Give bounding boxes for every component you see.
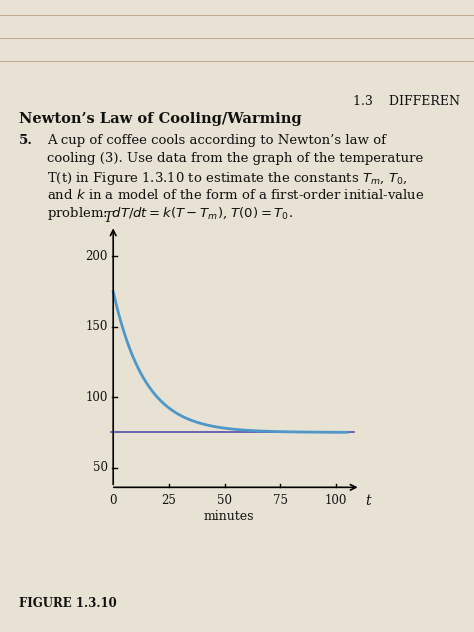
Text: 0: 0 [109, 494, 117, 507]
Text: minutes: minutes [204, 510, 255, 523]
Text: 200: 200 [85, 250, 108, 263]
Text: 5.: 5. [19, 134, 33, 147]
Text: 50: 50 [92, 461, 108, 474]
Text: and $k$ in a model of the form of a first-order initial-value: and $k$ in a model of the form of a firs… [47, 188, 425, 202]
Text: t: t [365, 494, 371, 508]
Text: 50: 50 [217, 494, 232, 507]
Text: 75: 75 [273, 494, 288, 507]
Text: 1.3    DIFFEREN: 1.3 DIFFEREN [353, 95, 460, 108]
Text: 25: 25 [162, 494, 176, 507]
Text: 100: 100 [325, 494, 347, 507]
Text: 100: 100 [85, 391, 108, 404]
Text: T(t) in Figure 1.3.10 to estimate the constants $T_m$, $T_0$,: T(t) in Figure 1.3.10 to estimate the co… [47, 170, 408, 187]
Text: problem: $dT/dt = k(T - T_m)$, $T(0) = T_0$.: problem: $dT/dt = k(T - T_m)$, $T(0) = T… [47, 205, 293, 222]
Text: T: T [103, 212, 112, 226]
Text: FIGURE 1.3.10: FIGURE 1.3.10 [19, 597, 117, 610]
Text: 150: 150 [85, 320, 108, 333]
Text: Newton’s Law of Cooling/Warming: Newton’s Law of Cooling/Warming [19, 112, 301, 126]
Text: A cup of coffee cools according to Newton’s law of: A cup of coffee cools according to Newto… [47, 134, 386, 147]
Text: cooling (3). Use data from the graph of the temperature: cooling (3). Use data from the graph of … [47, 152, 424, 165]
